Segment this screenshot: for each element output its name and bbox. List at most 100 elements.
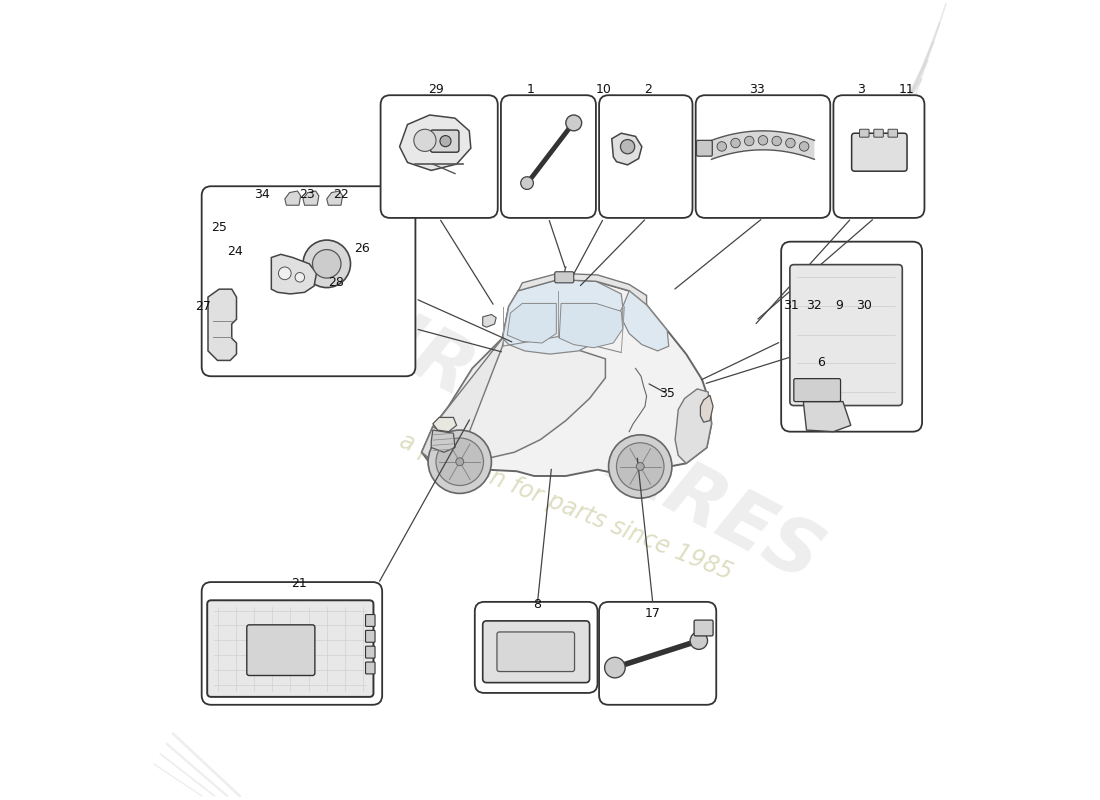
Text: 9: 9	[835, 298, 843, 311]
Circle shape	[312, 250, 341, 278]
Text: 2: 2	[645, 83, 652, 96]
Text: a passion for parts since 1985: a passion for parts since 1985	[396, 429, 736, 585]
Text: 27: 27	[196, 300, 211, 313]
Text: 11: 11	[899, 83, 914, 96]
Text: 26: 26	[354, 242, 371, 254]
Polygon shape	[612, 134, 641, 165]
Polygon shape	[285, 191, 300, 206]
Polygon shape	[208, 289, 236, 361]
Circle shape	[745, 136, 754, 146]
Text: EUROSPARES: EUROSPARES	[298, 266, 834, 598]
Polygon shape	[623, 290, 669, 351]
FancyBboxPatch shape	[201, 582, 382, 705]
Text: 3: 3	[857, 83, 865, 96]
Polygon shape	[327, 191, 342, 206]
Text: 8: 8	[534, 598, 541, 610]
Circle shape	[428, 430, 492, 494]
Circle shape	[608, 435, 672, 498]
FancyBboxPatch shape	[851, 134, 907, 171]
Text: 1: 1	[527, 83, 535, 96]
FancyBboxPatch shape	[246, 625, 315, 675]
Circle shape	[730, 138, 740, 148]
FancyBboxPatch shape	[381, 95, 497, 218]
Circle shape	[800, 142, 808, 151]
FancyBboxPatch shape	[554, 272, 574, 283]
Text: 34: 34	[254, 188, 270, 201]
Text: 25: 25	[211, 221, 227, 234]
FancyBboxPatch shape	[365, 646, 375, 658]
FancyBboxPatch shape	[365, 662, 375, 674]
FancyBboxPatch shape	[695, 95, 830, 218]
FancyBboxPatch shape	[600, 602, 716, 705]
Polygon shape	[503, 280, 623, 354]
Polygon shape	[302, 191, 319, 206]
Text: 24: 24	[227, 245, 243, 258]
Circle shape	[302, 240, 351, 287]
Text: 6: 6	[817, 356, 825, 370]
FancyBboxPatch shape	[430, 130, 459, 152]
Circle shape	[414, 130, 436, 151]
Circle shape	[636, 462, 645, 470]
Circle shape	[278, 267, 292, 280]
Polygon shape	[399, 115, 471, 170]
Circle shape	[785, 138, 795, 148]
Text: 23: 23	[299, 188, 315, 201]
Polygon shape	[432, 418, 456, 432]
FancyBboxPatch shape	[207, 600, 374, 697]
Circle shape	[772, 136, 781, 146]
FancyBboxPatch shape	[834, 95, 924, 218]
Circle shape	[436, 438, 484, 486]
Circle shape	[295, 273, 305, 282]
Polygon shape	[272, 254, 317, 294]
Polygon shape	[432, 338, 605, 458]
Polygon shape	[701, 395, 713, 422]
Text: 30: 30	[857, 298, 872, 311]
Circle shape	[605, 658, 625, 678]
Polygon shape	[421, 427, 453, 465]
FancyBboxPatch shape	[475, 602, 597, 693]
FancyBboxPatch shape	[694, 620, 713, 636]
Polygon shape	[421, 280, 712, 476]
Circle shape	[520, 177, 534, 190]
Text: 28: 28	[328, 276, 344, 290]
Circle shape	[565, 115, 582, 131]
Polygon shape	[518, 274, 647, 305]
Text: 33: 33	[749, 83, 766, 96]
Circle shape	[620, 139, 635, 154]
FancyBboxPatch shape	[781, 242, 922, 432]
Text: 22: 22	[333, 188, 349, 201]
FancyBboxPatch shape	[497, 632, 574, 671]
Text: 10: 10	[596, 83, 612, 96]
Polygon shape	[483, 314, 496, 327]
Text: 35: 35	[659, 387, 675, 400]
Text: 17: 17	[645, 607, 661, 620]
FancyBboxPatch shape	[365, 614, 375, 626]
FancyBboxPatch shape	[873, 130, 883, 137]
FancyBboxPatch shape	[600, 95, 693, 218]
Circle shape	[455, 458, 464, 466]
Polygon shape	[560, 303, 623, 348]
FancyBboxPatch shape	[500, 95, 596, 218]
FancyBboxPatch shape	[859, 130, 869, 137]
Polygon shape	[675, 389, 712, 463]
Text: 21: 21	[292, 577, 307, 590]
FancyBboxPatch shape	[201, 186, 416, 376]
Circle shape	[758, 135, 768, 145]
FancyBboxPatch shape	[696, 140, 713, 156]
FancyBboxPatch shape	[365, 630, 375, 642]
Text: 31: 31	[783, 298, 799, 311]
Text: 32: 32	[806, 298, 823, 311]
Circle shape	[440, 135, 451, 146]
FancyBboxPatch shape	[888, 130, 898, 137]
Polygon shape	[421, 290, 518, 465]
Text: 29: 29	[428, 83, 444, 96]
Polygon shape	[431, 430, 455, 452]
Polygon shape	[803, 402, 850, 432]
Circle shape	[690, 632, 707, 650]
Circle shape	[616, 442, 664, 490]
FancyBboxPatch shape	[790, 265, 902, 406]
FancyBboxPatch shape	[483, 621, 590, 682]
Circle shape	[717, 142, 726, 151]
Polygon shape	[507, 303, 557, 343]
FancyBboxPatch shape	[794, 378, 840, 402]
